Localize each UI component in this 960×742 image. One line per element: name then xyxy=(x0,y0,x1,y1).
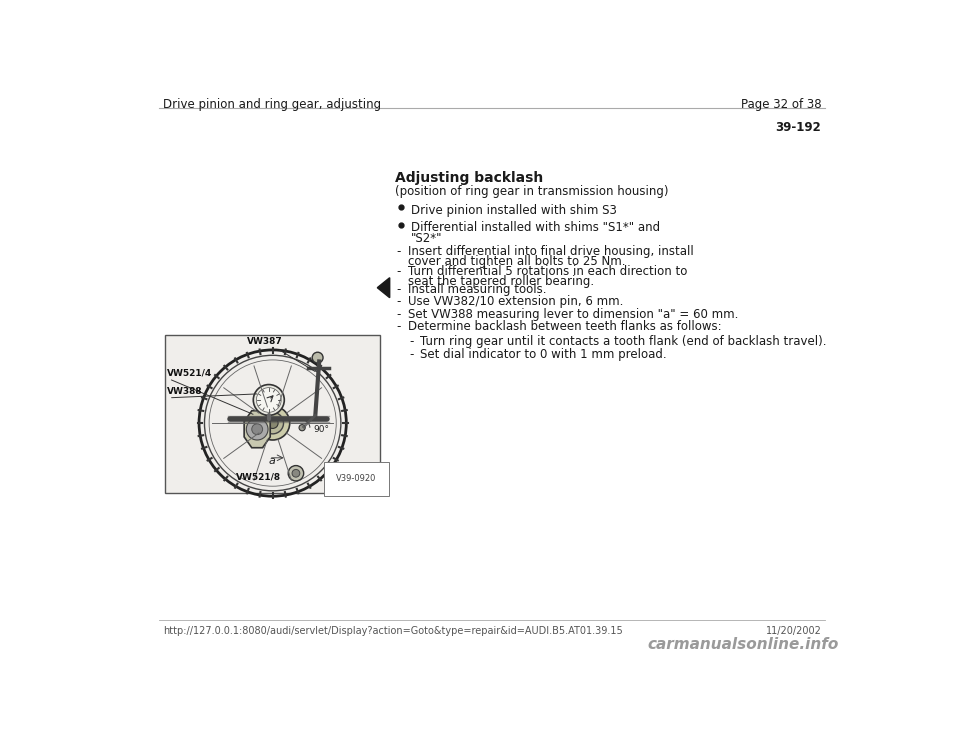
Text: "S2*": "S2*" xyxy=(411,232,443,246)
Circle shape xyxy=(288,465,303,481)
Text: http://127.0.0.1:8080/audi/servlet/Display?action=Goto&type=repair&id=AUDI.B5.AT: http://127.0.0.1:8080/audi/servlet/Displ… xyxy=(162,626,622,636)
Circle shape xyxy=(262,413,283,434)
Text: -: - xyxy=(409,348,414,361)
Text: VW387: VW387 xyxy=(247,337,315,372)
Polygon shape xyxy=(377,278,390,298)
Text: Install measuring tools.: Install measuring tools. xyxy=(408,283,546,296)
Circle shape xyxy=(256,387,281,413)
Text: 11/20/2002: 11/20/2002 xyxy=(765,626,822,636)
Polygon shape xyxy=(244,411,270,447)
Text: VW521/4: VW521/4 xyxy=(167,368,212,377)
Text: Drive pinion and ring gear, adjusting: Drive pinion and ring gear, adjusting xyxy=(162,98,381,111)
Text: seat the tapered roller bearing.: seat the tapered roller bearing. xyxy=(408,275,593,288)
Text: (position of ring gear in transmission housing): (position of ring gear in transmission h… xyxy=(396,186,668,198)
Circle shape xyxy=(247,418,268,440)
Circle shape xyxy=(312,352,324,363)
Text: Insert differential into final drive housing, install: Insert differential into final drive hou… xyxy=(408,245,693,257)
Text: Turn differential 5 rotations in each direction to: Turn differential 5 rotations in each di… xyxy=(408,265,687,278)
Text: -: - xyxy=(396,265,401,278)
Circle shape xyxy=(253,384,284,416)
Text: Adjusting backlash: Adjusting backlash xyxy=(396,171,543,186)
Text: -: - xyxy=(396,245,401,257)
Text: VW521/8: VW521/8 xyxy=(236,473,281,482)
Circle shape xyxy=(292,470,300,477)
Circle shape xyxy=(252,424,263,435)
Text: 39-192: 39-192 xyxy=(776,122,822,134)
Text: Drive pinion installed with shim S3: Drive pinion installed with shim S3 xyxy=(411,204,616,217)
Bar xyxy=(165,335,380,493)
Text: -: - xyxy=(396,295,401,309)
Text: Determine backlash between teeth flanks as follows:: Determine backlash between teeth flanks … xyxy=(408,320,721,333)
Text: V39-0920: V39-0920 xyxy=(336,474,376,483)
Text: a: a xyxy=(269,456,276,466)
Text: Set VW388 measuring lever to dimension "a" = 60 mm.: Set VW388 measuring lever to dimension "… xyxy=(408,308,738,321)
Text: cover and tighten all bolts to 25 Nm.: cover and tighten all bolts to 25 Nm. xyxy=(408,255,625,268)
Circle shape xyxy=(299,424,305,431)
Text: Differential installed with shims "S1*" and: Differential installed with shims "S1*" … xyxy=(411,221,660,234)
Text: -: - xyxy=(396,283,401,296)
Text: -: - xyxy=(396,320,401,333)
Text: -: - xyxy=(409,335,414,349)
Circle shape xyxy=(255,406,290,440)
Text: Use VW382/10 extension pin, 6 mm.: Use VW382/10 extension pin, 6 mm. xyxy=(408,295,623,309)
Text: -: - xyxy=(396,308,401,321)
Text: Page 32 of 38: Page 32 of 38 xyxy=(741,98,822,111)
Circle shape xyxy=(267,418,278,428)
Text: VW388: VW388 xyxy=(167,387,203,396)
Text: Turn ring gear until it contacts a tooth flank (end of backlash travel).: Turn ring gear until it contacts a tooth… xyxy=(420,335,827,349)
Text: carmanualsonline.info: carmanualsonline.info xyxy=(647,637,838,652)
Text: Set dial indicator to 0 with 1 mm preload.: Set dial indicator to 0 with 1 mm preloa… xyxy=(420,348,666,361)
Text: 90°: 90° xyxy=(313,425,329,434)
